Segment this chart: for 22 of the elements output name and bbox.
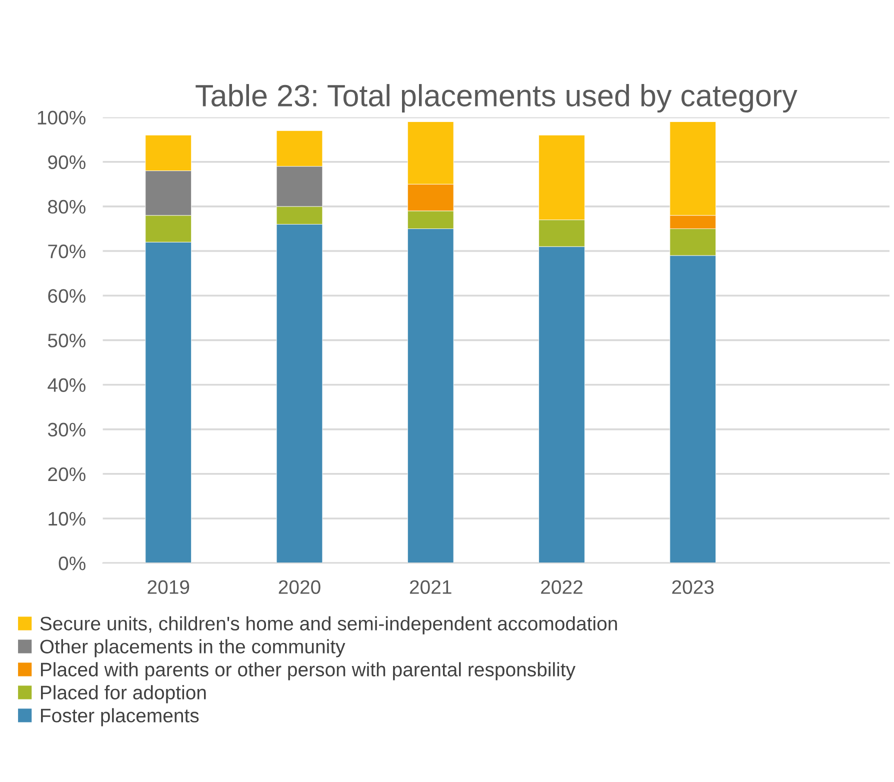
- y-tick-label: 60%: [48, 289, 86, 303]
- y-tick-label: 50%: [48, 334, 86, 348]
- legend-label: Other placements in the community: [40, 639, 346, 658]
- y-tick-label: 90%: [48, 155, 86, 170]
- y-tick-label: 20%: [48, 467, 86, 482]
- y-tick-label: 40%: [48, 378, 86, 392]
- y-tick-label: 10%: [48, 512, 86, 526]
- x-tick-label: 2022: [541, 580, 582, 594]
- y-tick-label: 30%: [48, 422, 86, 437]
- legend-label: Placed with parents or other person with parental responsbility: [41, 662, 576, 680]
- legend-label: Secure units, children's home and semi-independent accomodation: [40, 616, 617, 634]
- chart-title: Table 23: Total placements used by category: [196, 84, 798, 113]
- y-tick-label: 80%: [48, 200, 86, 214]
- y-tick-label: 70%: [48, 244, 86, 258]
- legend-label: Foster placements: [41, 708, 199, 726]
- x-tick-label: 2021: [410, 580, 452, 594]
- y-tick-label: 0%: [58, 556, 86, 570]
- x-tick-label: 2023: [672, 580, 714, 594]
- y-tick-label: 100%: [38, 110, 86, 125]
- legend-label: Placed for adoption: [41, 685, 206, 704]
- x-tick-label: 2019: [148, 580, 190, 594]
- x-tick-label: 2020: [278, 580, 320, 594]
